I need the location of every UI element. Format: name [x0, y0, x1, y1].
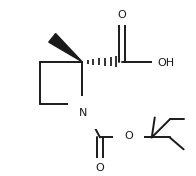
Text: N: N — [79, 108, 87, 118]
Text: O: O — [96, 163, 104, 173]
Text: O: O — [124, 131, 133, 141]
Polygon shape — [49, 34, 82, 62]
Text: OH: OH — [158, 58, 175, 68]
Text: O: O — [118, 10, 126, 20]
